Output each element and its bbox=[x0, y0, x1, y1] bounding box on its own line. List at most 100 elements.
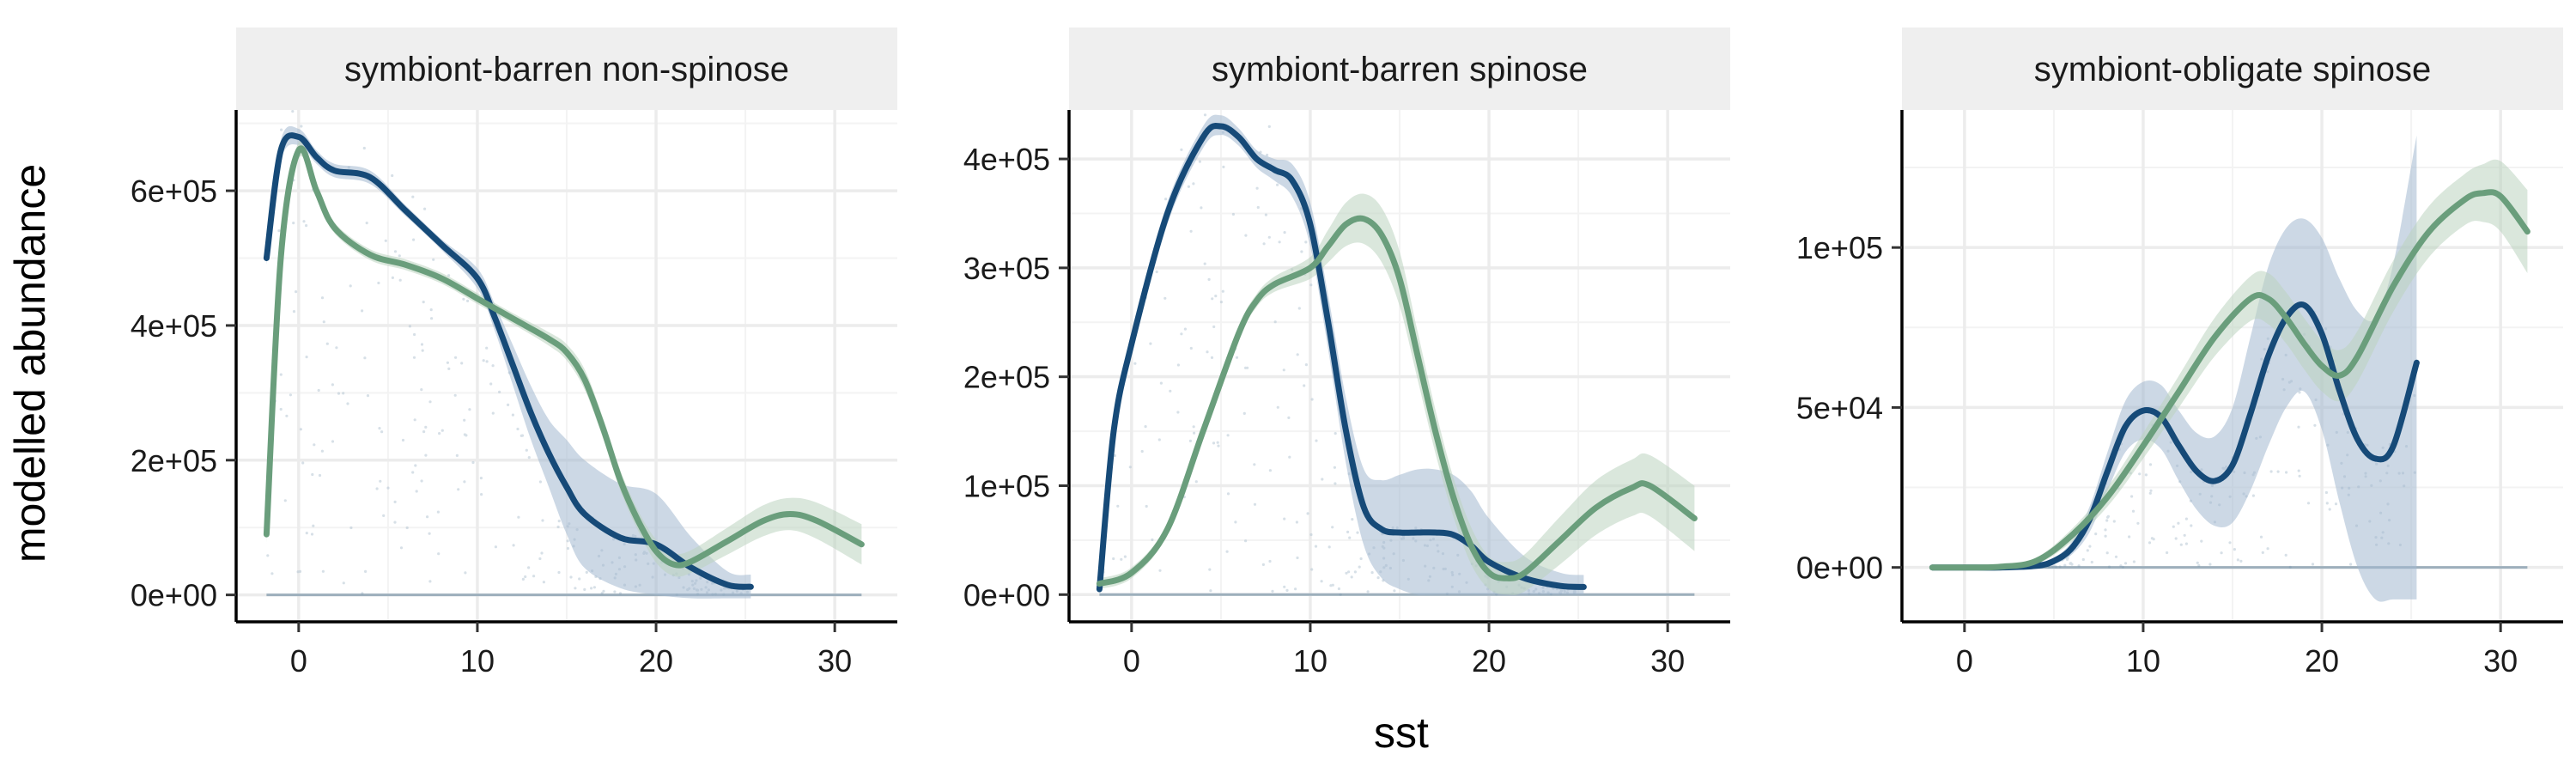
y-tick-label: 2e+05 bbox=[131, 443, 217, 478]
observation-point bbox=[1180, 332, 1183, 336]
observation-point bbox=[2220, 551, 2223, 555]
observation-point bbox=[447, 274, 451, 277]
observation-point bbox=[2104, 528, 2107, 532]
observation-point bbox=[1155, 270, 1158, 274]
observation-point bbox=[2069, 562, 2072, 565]
observation-point bbox=[1310, 398, 1314, 401]
observation-point bbox=[1296, 556, 1299, 560]
observation-point bbox=[1116, 504, 1120, 508]
series-2-line bbox=[1929, 189, 2530, 571]
observation-point bbox=[2132, 560, 2136, 563]
x-tick-label: 30 bbox=[817, 643, 852, 679]
observation-point bbox=[1158, 569, 1162, 572]
observation-point bbox=[479, 477, 483, 480]
observation-point bbox=[412, 238, 416, 241]
observation-point bbox=[1246, 366, 1249, 369]
observation-point bbox=[2104, 534, 2107, 538]
observation-point bbox=[521, 577, 526, 581]
observation-point bbox=[295, 290, 298, 294]
observation-point bbox=[1219, 301, 1223, 304]
y-tick-label: 4e+05 bbox=[131, 308, 217, 344]
observation-point bbox=[2184, 517, 2188, 520]
observation-point bbox=[542, 581, 546, 584]
observation-point bbox=[1216, 441, 1219, 444]
observation-point bbox=[462, 297, 465, 301]
observation-point bbox=[1304, 363, 1308, 367]
observation-point bbox=[426, 515, 429, 519]
y-tick-label: 1e+05 bbox=[963, 468, 1050, 503]
observation-point bbox=[298, 569, 302, 574]
observation-point bbox=[422, 301, 425, 304]
observation-point bbox=[1276, 405, 1279, 409]
observation-point bbox=[527, 456, 531, 460]
observation-point bbox=[1359, 557, 1363, 561]
observation-point bbox=[1211, 297, 1214, 301]
observation-point bbox=[412, 356, 416, 359]
observation-point bbox=[1331, 583, 1334, 587]
observation-point bbox=[438, 432, 441, 435]
observation-point bbox=[566, 546, 570, 551]
observation-point bbox=[346, 402, 349, 405]
observation-point bbox=[2269, 470, 2273, 473]
observation-point bbox=[1242, 411, 1246, 415]
panel-strip bbox=[236, 27, 897, 110]
observation-point bbox=[1176, 411, 1180, 414]
observation-point bbox=[401, 438, 405, 442]
observation-point bbox=[2328, 508, 2331, 511]
observation-point bbox=[321, 569, 325, 573]
observation-point bbox=[2166, 551, 2169, 555]
observation-point bbox=[457, 488, 460, 491]
observation-point bbox=[405, 526, 409, 530]
observation-point bbox=[1294, 587, 1297, 591]
observation-point bbox=[498, 390, 501, 393]
series-2-line bbox=[1096, 215, 1698, 587]
observation-point bbox=[541, 519, 544, 522]
observation-point bbox=[398, 278, 402, 282]
observation-point bbox=[1169, 389, 1172, 393]
observation-point bbox=[342, 392, 345, 395]
observation-point bbox=[507, 403, 510, 406]
observation-point bbox=[292, 310, 296, 313]
observation-point bbox=[2172, 525, 2175, 528]
observation-point bbox=[1210, 356, 1214, 359]
observation-point bbox=[342, 581, 345, 585]
observation-point bbox=[1188, 439, 1192, 442]
observation-point bbox=[2228, 541, 2232, 545]
observation-point bbox=[592, 586, 597, 589]
observation-point bbox=[2334, 502, 2338, 506]
observation-point bbox=[454, 356, 458, 359]
observation-point bbox=[413, 332, 416, 337]
observation-point bbox=[289, 393, 292, 397]
observation-point bbox=[2148, 491, 2152, 495]
observation-point bbox=[2105, 519, 2109, 522]
observation-point bbox=[464, 571, 467, 575]
observation-point bbox=[1209, 589, 1212, 593]
observation-point bbox=[1151, 538, 1154, 542]
observation-point bbox=[1351, 518, 1354, 521]
observation-point bbox=[292, 222, 295, 225]
observation-point bbox=[318, 473, 322, 478]
observation-point bbox=[305, 356, 308, 359]
observation-point bbox=[375, 487, 379, 490]
observation-point bbox=[2090, 560, 2093, 564]
observation-point bbox=[1309, 533, 1313, 537]
observation-point bbox=[1285, 588, 1289, 593]
observation-point bbox=[377, 281, 380, 285]
observation-point bbox=[1314, 545, 1318, 548]
x-tick-label: 10 bbox=[2126, 643, 2160, 679]
observation-point bbox=[398, 254, 401, 258]
y-tick-label: 0e+00 bbox=[1796, 551, 1883, 586]
observation-point bbox=[1287, 416, 1291, 419]
observation-point bbox=[300, 125, 303, 128]
observation-point bbox=[378, 427, 381, 430]
observation-point bbox=[1329, 584, 1333, 587]
observation-point bbox=[420, 388, 423, 392]
observation-point bbox=[337, 392, 341, 395]
observation-point bbox=[516, 427, 519, 431]
observation-point bbox=[1212, 325, 1216, 329]
x-tick-label: 20 bbox=[639, 643, 673, 679]
observation-point bbox=[2325, 502, 2329, 505]
observation-point bbox=[585, 570, 588, 575]
observation-point bbox=[421, 349, 424, 352]
observation-point bbox=[325, 342, 329, 345]
